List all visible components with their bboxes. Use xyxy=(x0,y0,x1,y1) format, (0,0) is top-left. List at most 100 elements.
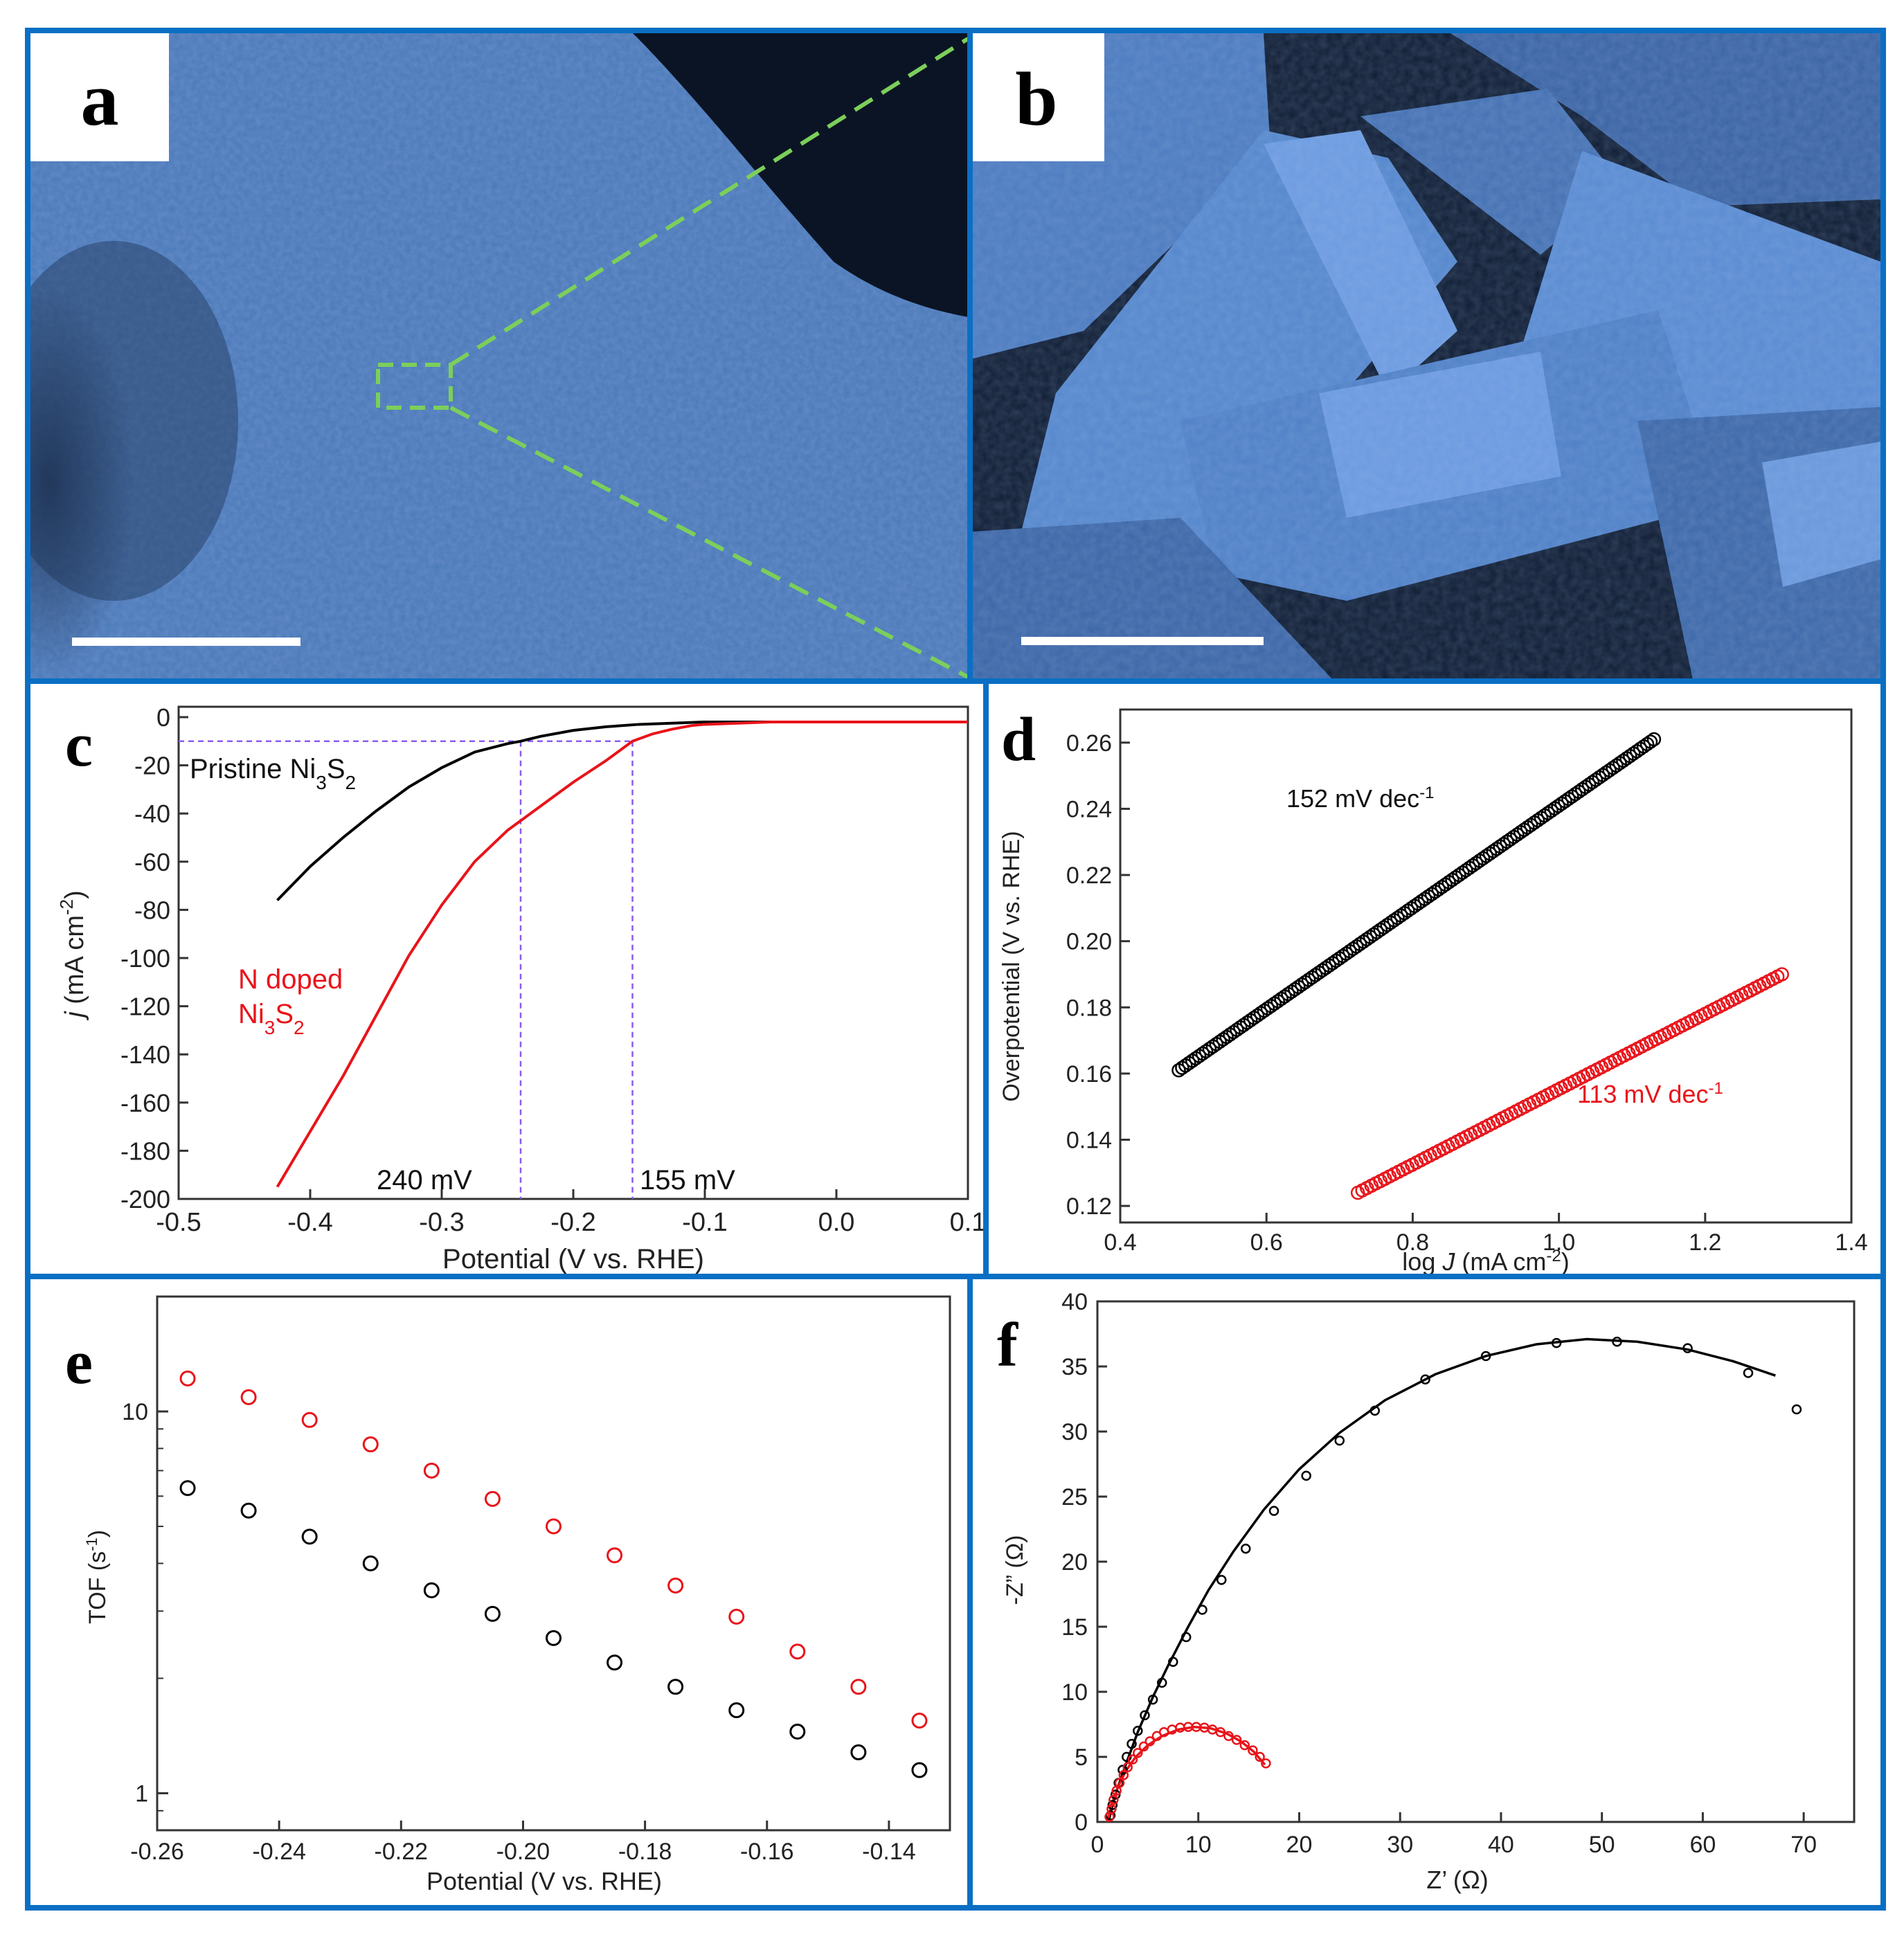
point-ndoped xyxy=(1127,1754,1138,1765)
y-tick-label-e: 10 xyxy=(122,1399,148,1425)
point-pristine xyxy=(1117,1764,1128,1776)
point-ndoped xyxy=(1118,1770,1129,1780)
slope-113: 113 mV dec-1 xyxy=(1577,1079,1723,1109)
fit-curve-pristine xyxy=(1107,1337,1776,1823)
y-tick-label-d: 0.26 xyxy=(1066,730,1112,757)
point-pristine xyxy=(1743,1368,1754,1378)
point-ndoped xyxy=(1122,1762,1133,1773)
point-pristine xyxy=(1612,1337,1622,1347)
point-ndoped xyxy=(1106,1803,1117,1814)
point-pristine xyxy=(1682,1343,1693,1353)
ndoped-label-line2: Ni3S2 xyxy=(238,999,305,1038)
x-tick-label-e: -0.16 xyxy=(740,1839,794,1865)
x-tick-label-e: -0.22 xyxy=(375,1839,429,1865)
point-ndoped xyxy=(1231,1735,1242,1745)
x-tick-label-e: -0.18 xyxy=(618,1839,672,1865)
point-pristine xyxy=(1216,1575,1227,1585)
point-pristine xyxy=(546,1629,562,1646)
y-tick-label-c: 0 xyxy=(156,703,170,732)
y-tick-label-c: -180 xyxy=(120,1137,170,1165)
point-pristine xyxy=(607,1654,623,1671)
panel-label-d: d xyxy=(1001,705,1036,774)
y-tick-label-f: 15 xyxy=(1061,1614,1088,1641)
point-ndoped xyxy=(240,1389,257,1405)
ndoped-label-line1: N doped xyxy=(238,964,343,995)
point-pristine xyxy=(911,1762,928,1778)
x-tick-label-f: 0 xyxy=(1091,1832,1104,1858)
sem-image-a: a xyxy=(30,33,968,680)
point-ndoped xyxy=(1108,1794,1119,1805)
point-ndoped xyxy=(789,1643,806,1660)
plot-frame-f xyxy=(1096,1300,1856,1823)
y-axis-label-e: TOF (s-1) xyxy=(83,1530,111,1624)
x-axis-label-e: Potential (V vs. RHE) xyxy=(426,1867,662,1895)
scale-bar-a xyxy=(72,638,300,646)
x-tick-label-c: -0.2 xyxy=(550,1208,595,1237)
y-tick-label-c: -20 xyxy=(134,752,170,780)
x-tick-label-c: -0.5 xyxy=(156,1208,201,1237)
x-tick-label-e: -0.20 xyxy=(496,1839,550,1865)
point-ndoped xyxy=(1239,1740,1250,1751)
point-pristine xyxy=(1551,1337,1562,1348)
y-tick-label-f: 20 xyxy=(1061,1549,1088,1576)
point-ndoped xyxy=(484,1490,501,1507)
zoom-line-lower xyxy=(449,406,968,679)
y-tick-label-c: -140 xyxy=(120,1040,170,1069)
x-axis-label-f: Z’ (Ω) xyxy=(1426,1866,1489,1894)
point-pristine xyxy=(1197,1605,1207,1615)
panel-label-a: a xyxy=(81,57,119,141)
point-ndoped xyxy=(1114,1778,1125,1788)
chart-e: -0.26 -0.24 -0.22 -0.20 -0.18 -0.16 -0.14 1 10 e… xyxy=(65,1295,951,1895)
point-ndoped xyxy=(362,1436,379,1453)
point-pristine xyxy=(362,1555,379,1571)
y-tick-label-c: -160 xyxy=(120,1089,170,1117)
x-tick-label-d: 0.4 xyxy=(1104,1229,1136,1256)
y-tick-label-d: 0.20 xyxy=(1066,929,1112,955)
x-axis-label-c: Potential (V vs. RHE) xyxy=(442,1244,704,1274)
point-ndoped xyxy=(1775,967,1789,982)
x-tick-label-c: -0.4 xyxy=(287,1208,332,1237)
x-tick-label-d: 1.0 xyxy=(1543,1229,1575,1256)
y-tick-label-c: -200 xyxy=(120,1185,170,1213)
x-tick-label-f: 20 xyxy=(1286,1832,1313,1858)
panel-e: -0.26 -0.24 -0.22 -0.20 -0.18 -0.16 -0.14 1 10 e… xyxy=(25,1274,975,1911)
x-axis-label-d: log J (mA cm-2) xyxy=(1402,1247,1569,1276)
panel-label-f: f xyxy=(997,1311,1018,1380)
y-tick-label-d: 0.14 xyxy=(1066,1127,1112,1153)
point-pristine xyxy=(1420,1374,1430,1385)
y-axis-label-d: Overpotential (V vs. RHE) xyxy=(998,831,1025,1101)
point-ndoped xyxy=(1261,1758,1271,1769)
point-pristine xyxy=(1268,1506,1279,1516)
y-tick-label-f: 30 xyxy=(1061,1419,1088,1445)
panel-f: 0 10 20 30 40 50 60 70 0 5 10 15 20 25 30 35 40 f Z’ (Ω)… xyxy=(967,1274,1886,1911)
y-tick-label-e: 1 xyxy=(135,1781,148,1807)
y-tick-label-d: 0.12 xyxy=(1066,1193,1112,1220)
plot-frame-e xyxy=(156,1295,951,1832)
x-tick-label-d: 1.4 xyxy=(1835,1229,1867,1256)
point-pristine xyxy=(850,1744,867,1760)
point-pristine xyxy=(1168,1656,1178,1668)
panel-a: a xyxy=(25,28,973,685)
x-tick-label-f: 40 xyxy=(1488,1832,1514,1858)
point-pristine xyxy=(1334,1435,1345,1446)
y-tick-label-f: 25 xyxy=(1061,1484,1088,1510)
y-tick-label-d: 0.24 xyxy=(1066,796,1112,822)
point-pristine xyxy=(1643,734,1658,749)
point-ndoped xyxy=(301,1411,318,1428)
y-tick-label-d: 0.18 xyxy=(1066,995,1112,1021)
point-pristine xyxy=(301,1528,318,1545)
point-ndoped xyxy=(1133,1748,1143,1758)
slope-152: 152 mV dec-1 xyxy=(1286,784,1434,813)
panel-label-e: e xyxy=(65,1328,93,1397)
label-box-a xyxy=(30,33,169,161)
scale-bar-b xyxy=(1021,637,1264,645)
x-tick-label-e: -0.14 xyxy=(862,1839,916,1865)
y-tick-label-c: -100 xyxy=(120,944,170,973)
label-box-b xyxy=(973,33,1104,161)
zoom-box xyxy=(376,363,453,410)
point-pristine xyxy=(1140,1710,1150,1721)
chart-c: -0.5 -0.4 -0.3 -0.2 -0.1 0.0 0.1 0 -20 -40 -60 -80 -… xyxy=(56,703,985,1274)
y-tick-label-f: 5 xyxy=(1075,1744,1088,1771)
x-tick-label-c: -0.1 xyxy=(682,1208,727,1237)
point-pristine xyxy=(1126,1738,1137,1749)
